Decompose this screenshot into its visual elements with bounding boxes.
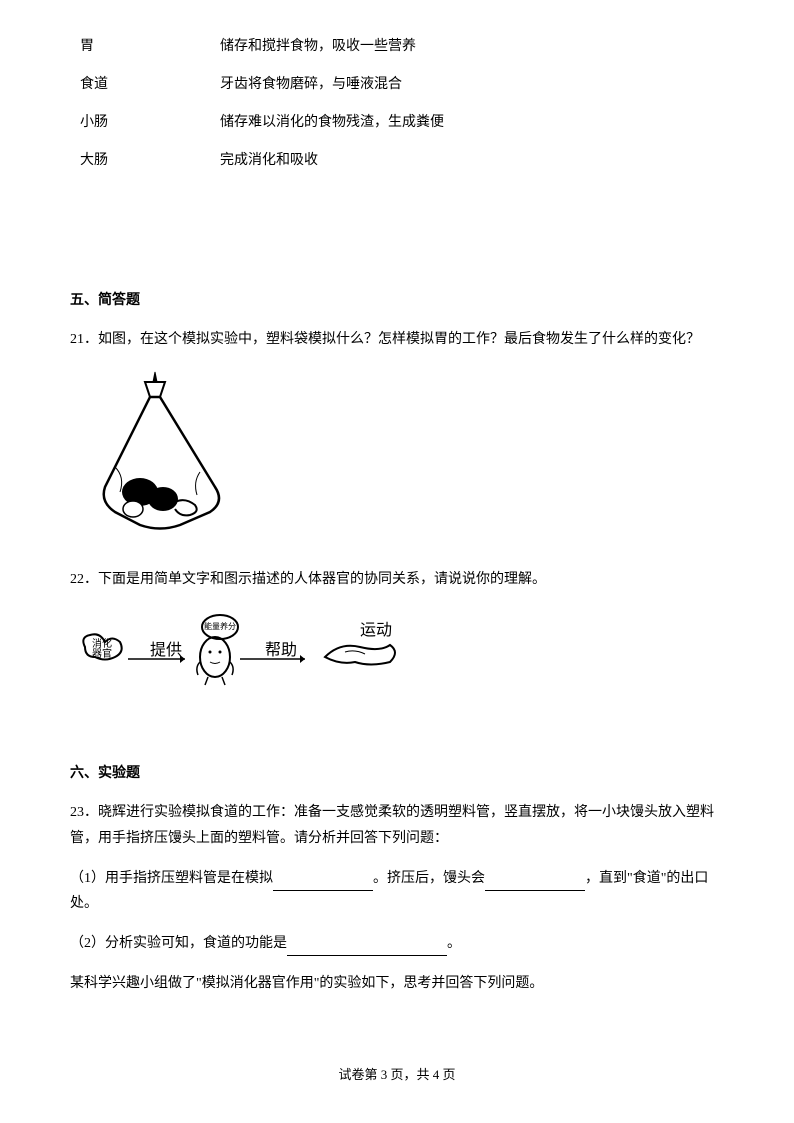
match-right-label: 牙齿将食物磨碎，与唾液混合 [220, 73, 724, 93]
matching-table: 胃 储存和搅拌食物，吸收一些营养 食道 牙齿将食物磨碎，与唾液混合 小肠 储存难… [70, 35, 724, 169]
fill-blank[interactable] [273, 875, 373, 891]
plastic-bag-icon [85, 367, 235, 537]
fill-blank[interactable] [287, 940, 447, 956]
sub2-post: 。 [447, 936, 461, 951]
question-21: 21．如图，在这个模拟实验中，塑料袋模拟什么？怎样模拟胃的工作？最后食物发生了什… [70, 327, 724, 352]
svg-text:能量养分: 能量养分 [204, 621, 236, 631]
question-intro-text: 晓辉进行实验模拟食道的工作：准备一支感觉柔软的透明塑料管，竖直摆放，将一小块馒头… [70, 805, 714, 845]
page-footer: 试卷第 3 页，共 4 页 [0, 1064, 794, 1083]
svg-text:帮助: 帮助 [265, 641, 297, 659]
section-6: 六、实验题 23．晓辉进行实验模拟食道的工作：准备一支感觉柔软的透明塑料管，竖直… [70, 762, 724, 996]
question-23-intro: 23．晓辉进行实验模拟食道的工作：准备一支感觉柔软的透明塑料管，竖直摆放，将一小… [70, 800, 724, 850]
flow-diagram-icon: 消化 器官 提供 能量养分 帮助 运动 [70, 607, 430, 687]
question-number: 21． [70, 332, 98, 347]
question-23-sub2: （2）分析实验可知，食道的功能是 。 [70, 931, 724, 956]
svg-text:提供: 提供 [150, 641, 182, 659]
question-23-sub1: （1）用手指挤压塑料管是在模拟。挤压后，馒头会，直到"食道"的出口处。 [70, 866, 724, 916]
match-right-label: 储存和搅拌食物，吸收一些营养 [220, 35, 724, 55]
bag-illustration [85, 367, 724, 542]
section-6-header: 六、实验题 [70, 762, 724, 782]
question-number: 22． [70, 572, 98, 587]
match-row: 大肠 完成消化和吸收 [70, 149, 724, 169]
match-left-label: 小肠 [70, 111, 220, 131]
match-right-label: 完成消化和吸收 [220, 149, 724, 169]
question-body: 如图，在这个模拟实验中，塑料袋模拟什么？怎样模拟胃的工作？最后食物发生了什么样的… [98, 332, 700, 347]
match-row: 小肠 储存难以消化的食物残渣，生成粪便 [70, 111, 724, 131]
match-left-label: 胃 [70, 35, 220, 55]
svg-text:器官: 器官 [92, 647, 112, 660]
question-23-context: 某科学兴趣小组做了"模拟消化器官作用"的实验如下，思考并回答下列问题。 [70, 971, 724, 996]
match-right-label: 储存难以消化的食物残渣，生成粪便 [220, 111, 724, 131]
sub1-mid: 。挤压后，馒头会 [373, 871, 485, 886]
organ-diagram: 消化 器官 提供 能量养分 帮助 运动 [70, 607, 724, 722]
question-22: 22．下面是用简单文字和图示描述的人体器官的协同关系，请说说你的理解。 [70, 567, 724, 592]
match-left-label: 食道 [70, 73, 220, 93]
sub2-pre: （2）分析实验可知，食道的功能是 [70, 936, 287, 951]
question-body: 下面是用简单文字和图示描述的人体器官的协同关系，请说说你的理解。 [98, 572, 546, 587]
section-5-header: 五、简答题 [70, 289, 724, 309]
match-row: 胃 储存和搅拌食物，吸收一些营养 [70, 35, 724, 55]
fill-blank[interactable] [485, 875, 585, 891]
sub1-pre: （1）用手指挤压塑料管是在模拟 [70, 871, 273, 886]
match-row: 食道 牙齿将食物磨碎，与唾液混合 [70, 73, 724, 93]
svg-text:运动: 运动 [360, 621, 392, 639]
question-number: 23． [70, 805, 98, 820]
match-left-label: 大肠 [70, 149, 220, 169]
